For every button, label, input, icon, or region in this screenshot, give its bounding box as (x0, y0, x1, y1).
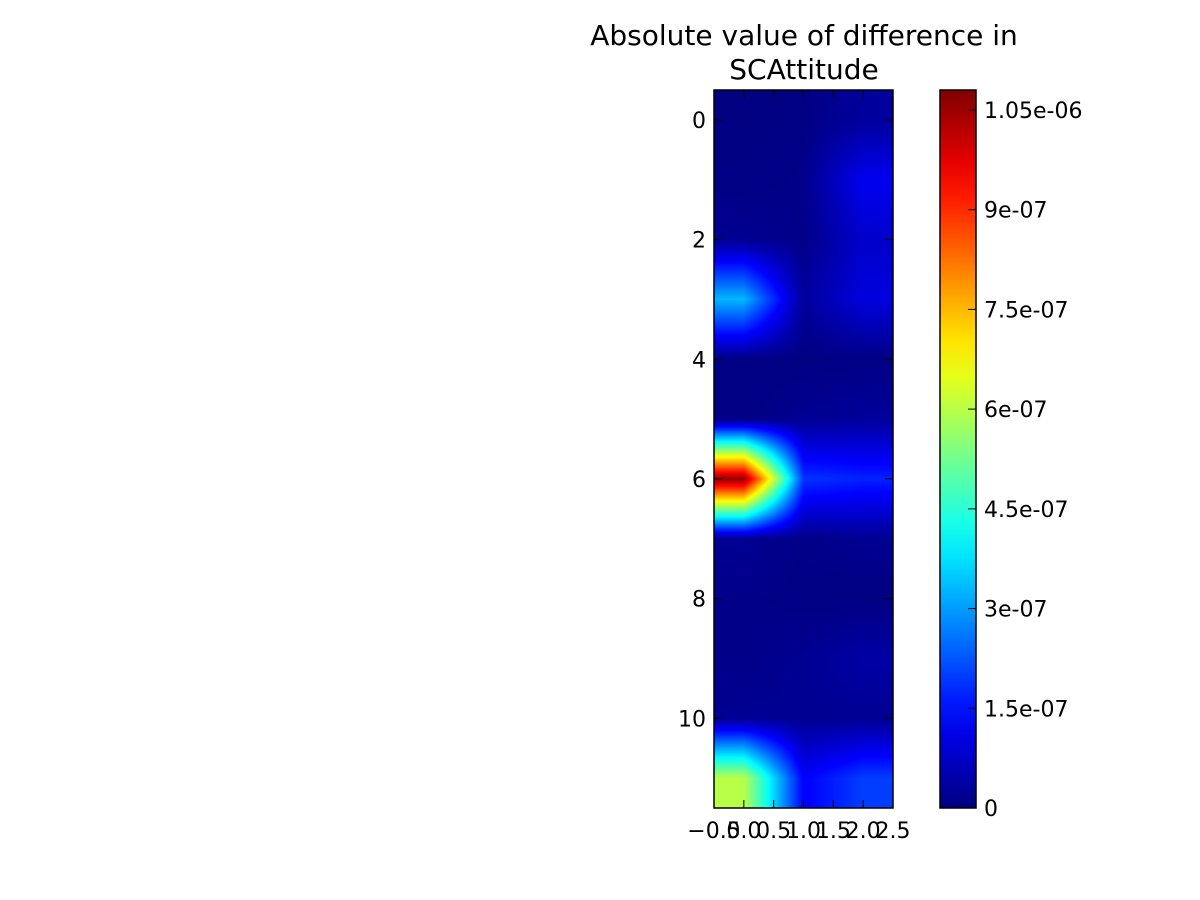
colorbar-tick-label: 1.05e-06 (984, 99, 1082, 124)
heatmap-axes: −0.50.00.51.01.52.02.5 0 2 4 6 8 10 (678, 89, 911, 844)
x-tick-label: 1.0 (786, 819, 821, 844)
x-tick-label: 1.5 (816, 819, 851, 844)
colorbar-tick-label: 6e-07 (984, 398, 1047, 423)
y-tick-label: 4 (692, 348, 706, 373)
chart-title-line2: SCAttitude (729, 53, 878, 86)
x-tick-label: 2.5 (876, 819, 911, 844)
y-tick-label: 0 (692, 109, 706, 134)
colorbar-tick-label: 4.5e-07 (984, 498, 1068, 523)
x-axis-ticks: −0.50.00.51.01.52.02.5 (687, 90, 911, 844)
x-tick-label: −0.5 (687, 819, 740, 844)
colorbar-ticks: 0 1.5e-07 3e-07 4.5e-07 6e-07 7.5e-07 9e-07 1.0… (968, 99, 1082, 822)
colorbar-frame (939, 89, 977, 809)
colorbar-tick-label: 7.5e-07 (984, 298, 1068, 323)
colorbar-gradient (940, 90, 976, 808)
x-tick-label: 0.0 (726, 819, 761, 844)
colorbar: 0 1.5e-07 3e-07 4.5e-07 6e-07 7.5e-07 9e-07 1.0… (939, 89, 1082, 822)
y-tick-label: 8 (692, 588, 706, 613)
colorbar-tick-label: 9e-07 (984, 199, 1047, 224)
y-tick-label: 6 (692, 468, 706, 493)
y-tick-label: 2 (692, 229, 706, 254)
colorbar-tick-label: 0 (984, 797, 998, 822)
y-axis-ticks: 0 2 4 6 8 10 (678, 109, 893, 732)
colorbar-tick-label: 3e-07 (984, 598, 1047, 623)
x-tick-label: 0.5 (756, 819, 791, 844)
colorbar-tick-label: 1.5e-07 (984, 697, 1068, 722)
chart-title: Absolute value of difference in (590, 19, 1018, 52)
y-tick-label: 10 (678, 707, 706, 732)
heatmap-image (714, 90, 893, 808)
x-tick-label: 2.0 (846, 819, 881, 844)
